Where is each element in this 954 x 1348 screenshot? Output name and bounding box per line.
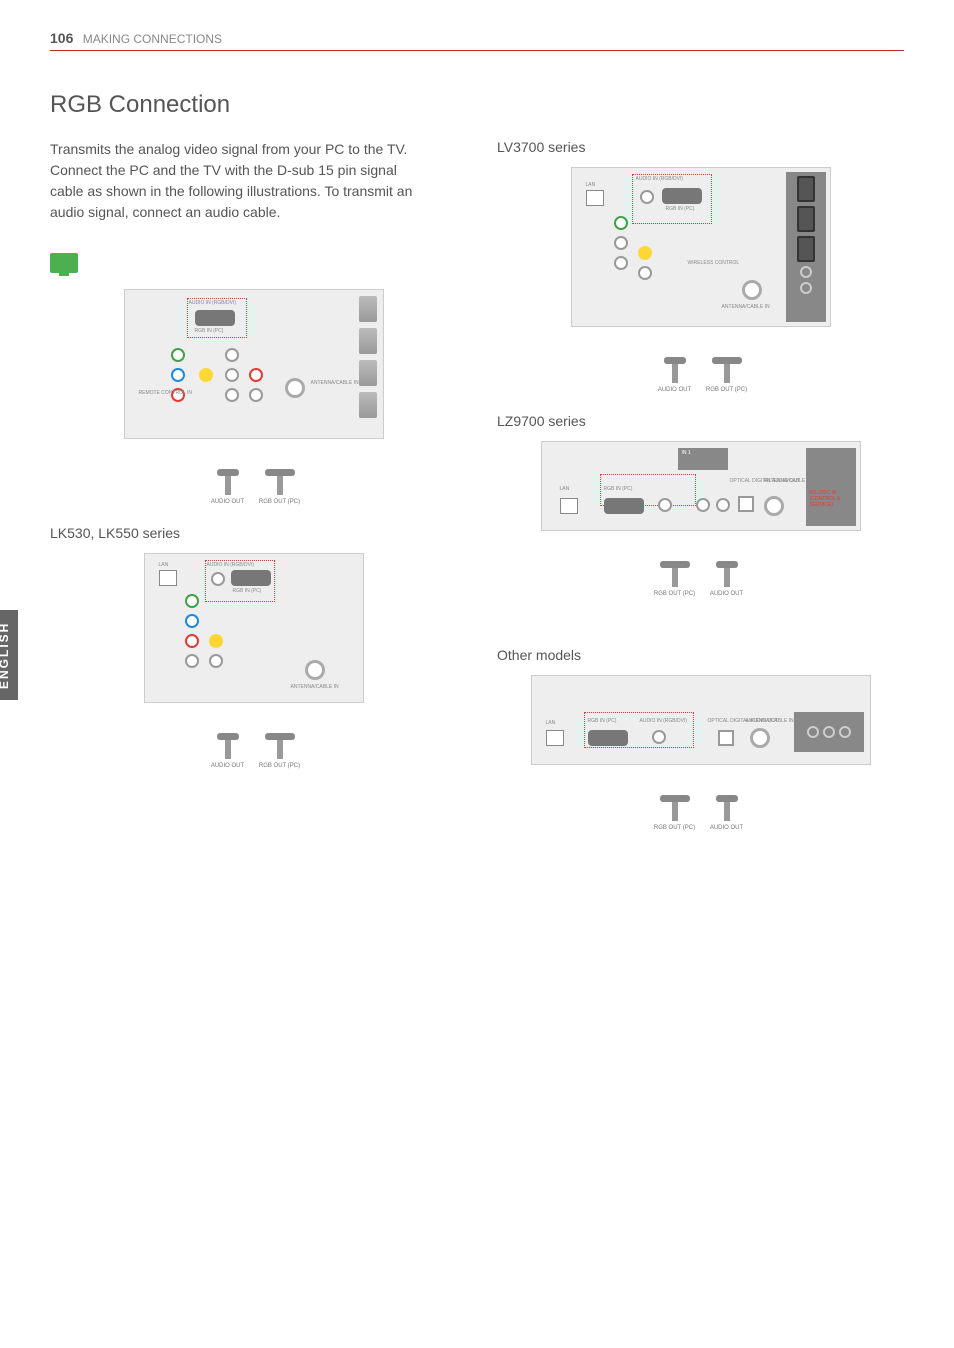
label-remote-generic: REMOTE CONTROL IN (139, 390, 192, 396)
label-antenna-generic: ANTENNA/CABLE IN (311, 380, 359, 386)
audio-plug-other: AUDIO OUT (716, 795, 738, 831)
vga-plug-other: RGB OUT (PC) (664, 795, 686, 831)
pc-icon (50, 253, 78, 273)
intro-paragraph: Transmits the analog video signal from y… (50, 139, 430, 223)
page-section-name: MAKING CONNECTIONS (83, 32, 222, 46)
series-label-lk: LK530, LK550 series (50, 525, 457, 541)
label-rgb-in-other: RGB IN (PC) (588, 718, 617, 724)
label-lan-lz: LAN (560, 486, 570, 492)
vga-plug-lv: RGB OUT (PC) (716, 357, 738, 393)
label-audio-in: AUDIO IN (RGB/DVI) (189, 300, 237, 306)
audio-plug-lk: AUDIO OUT (217, 733, 239, 769)
diagram-lv3700: LAN AUDIO IN (RGB/DVI) RGB IN (PC) WIREL… (497, 167, 904, 393)
label-lan-lv: LAN (586, 182, 596, 188)
page-number: 106 (50, 30, 73, 46)
series-label-lv3700: LV3700 series (497, 139, 904, 155)
label-antenna-lk: ANTENNA/CABLE IN (291, 684, 339, 690)
label-rgb-in-generic: RGB IN (PC) (195, 328, 224, 334)
diagram-lz9700: LAN RGB IN (PC) OPTICAL DIGITAL AUDIO OU… (497, 441, 904, 597)
tv-back-panel-lz9700: LAN RGB IN (PC) OPTICAL DIGITAL AUDIO OU… (541, 441, 861, 531)
label-rs232c-lz: RS-232C IN (CONTROL & SERVICE) (810, 490, 856, 508)
label-lan-lk: LAN (159, 562, 169, 568)
label-rgb-in-lk: RGB IN (PC) (233, 588, 262, 594)
label-audio-in-lv: AUDIO IN (RGB/DVI) (636, 176, 684, 182)
vga-port-generic (195, 310, 235, 326)
tv-back-panel-other: LAN RGB IN (PC) AUDIO IN (RGB/DVI) OPTIC… (531, 675, 871, 765)
diagram-other: LAN RGB IN (PC) AUDIO IN (RGB/DVI) OPTIC… (497, 675, 904, 831)
language-tab: ENGLISH (0, 610, 18, 700)
diagram-lk: LAN AUDIO IN (RGB/DVI) RGB IN (PC) ANTEN… (50, 553, 457, 769)
label-rgb-in-lv: RGB IN (PC) (666, 206, 695, 212)
vga-plug-lk: RGB OUT (PC) (269, 733, 291, 769)
label-antenna-lv: ANTENNA/CABLE IN (722, 304, 770, 310)
right-column: LV3700 series LAN AUDIO IN (RGB/DVI) RGB… (497, 139, 904, 831)
vga-port-lv (662, 188, 702, 204)
label-wireless-lv: WIRELESS CONTROL (688, 260, 740, 266)
vga-port-lk (231, 570, 271, 586)
audio-plug-generic: AUDIO OUT (217, 469, 239, 505)
content-columns: Transmits the analog video signal from y… (50, 139, 904, 831)
language-label: ENGLISH (0, 621, 11, 688)
label-lan-other: LAN (546, 720, 556, 726)
label-audio-in-lk: AUDIO IN (RGB/DVI) (207, 562, 255, 568)
tv-back-panel-lk: LAN AUDIO IN (RGB/DVI) RGB IN (PC) ANTEN… (144, 553, 364, 703)
diagram-generic: AUDIO IN (RGB/DVI) RGB IN (PC) ANTENNA/C… (50, 289, 457, 505)
vga-plug-generic: RGB OUT (PC) (269, 469, 291, 505)
label-audio-in-other: AUDIO IN (RGB/DVI) (640, 718, 688, 724)
label-antenna-lz: ANTENNA/CABLE IN (764, 478, 812, 484)
tv-back-panel-generic: AUDIO IN (RGB/DVI) RGB IN (PC) ANTENNA/C… (124, 289, 384, 439)
tv-back-panel-lv3700: LAN AUDIO IN (RGB/DVI) RGB IN (PC) WIREL… (571, 167, 831, 327)
audio-plug-lv: AUDIO OUT (664, 357, 686, 393)
left-column: Transmits the analog video signal from y… (50, 139, 457, 831)
series-label-other: Other models (497, 647, 904, 663)
vga-plug-lz: RGB OUT (PC) (664, 561, 686, 597)
section-title: RGB Connection (50, 91, 904, 119)
series-label-lz9700: LZ9700 series (497, 413, 904, 429)
label-rgb-in-lz: RGB IN (PC) (604, 486, 633, 492)
page-header: 106 MAKING CONNECTIONS (50, 30, 904, 51)
label-antenna-other: ANTENNA/CABLE IN (746, 718, 794, 724)
audio-plug-lz: AUDIO OUT (716, 561, 738, 597)
